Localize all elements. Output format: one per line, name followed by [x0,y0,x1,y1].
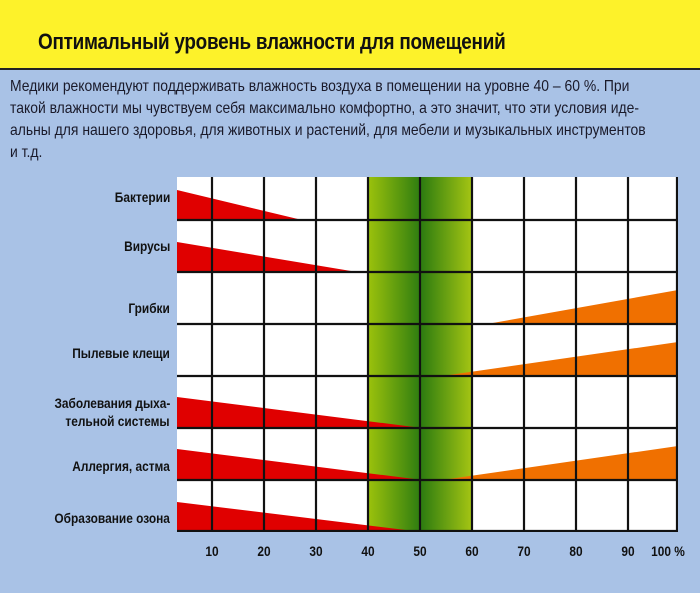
bacteria-bar [177,190,302,220]
fungi-bar [487,290,678,324]
row-label-ozone: Образование озона [54,510,170,526]
intro-paragraph: Медики рекомендуют поддерживать влажност… [10,76,671,164]
ozone-bar [177,502,422,532]
intro-line: Медики рекомендуют поддерживать влажност… [10,78,630,95]
grid-lines [177,177,678,532]
intro-line: и т.д. [10,144,43,161]
row-label-respiratory-1: Заболевания дыха- [54,395,170,411]
intro-line: такой влажности мы чувствуем себя максим… [10,100,640,117]
row-label-respiratory-2: тельной системы [65,413,170,429]
row-label-fungi: Грибки [128,300,170,316]
chart-plot [177,177,678,532]
respiratory-bar [177,397,422,428]
tick-30: 30 [309,543,323,559]
intro-line: альны для нашего здоровья, для животных … [10,122,646,139]
row-label-viruses: Вирусы [123,238,170,254]
allergy-high-bar [442,446,678,480]
tick-10: 10 [205,543,219,559]
dust-mites-bar [442,342,678,376]
tick-70: 70 [517,543,531,559]
row-label-dust-mites: Пылевые клещи [72,345,170,361]
tick-40: 40 [361,543,375,559]
row-label-bacteria: Бактерии [114,189,170,205]
tick-100: 100 % [651,543,685,559]
tick-80: 80 [569,543,583,559]
allergy-low-bar [177,449,422,480]
humidity-chart [177,177,678,532]
tick-60: 60 [465,543,479,559]
title-banner: Оптимальный уровень влажности для помеще… [0,0,700,70]
tick-90: 90 [621,543,635,559]
page-title: Оптимальный уровень влажности для помеще… [38,29,506,54]
tick-20: 20 [257,543,271,559]
tick-50: 50 [413,543,427,559]
row-label-allergy: Аллергия, астма [72,458,170,474]
x-axis-ticks: 10 20 30 40 50 60 70 80 90 100 % [0,543,700,563]
viruses-bar [177,242,357,272]
